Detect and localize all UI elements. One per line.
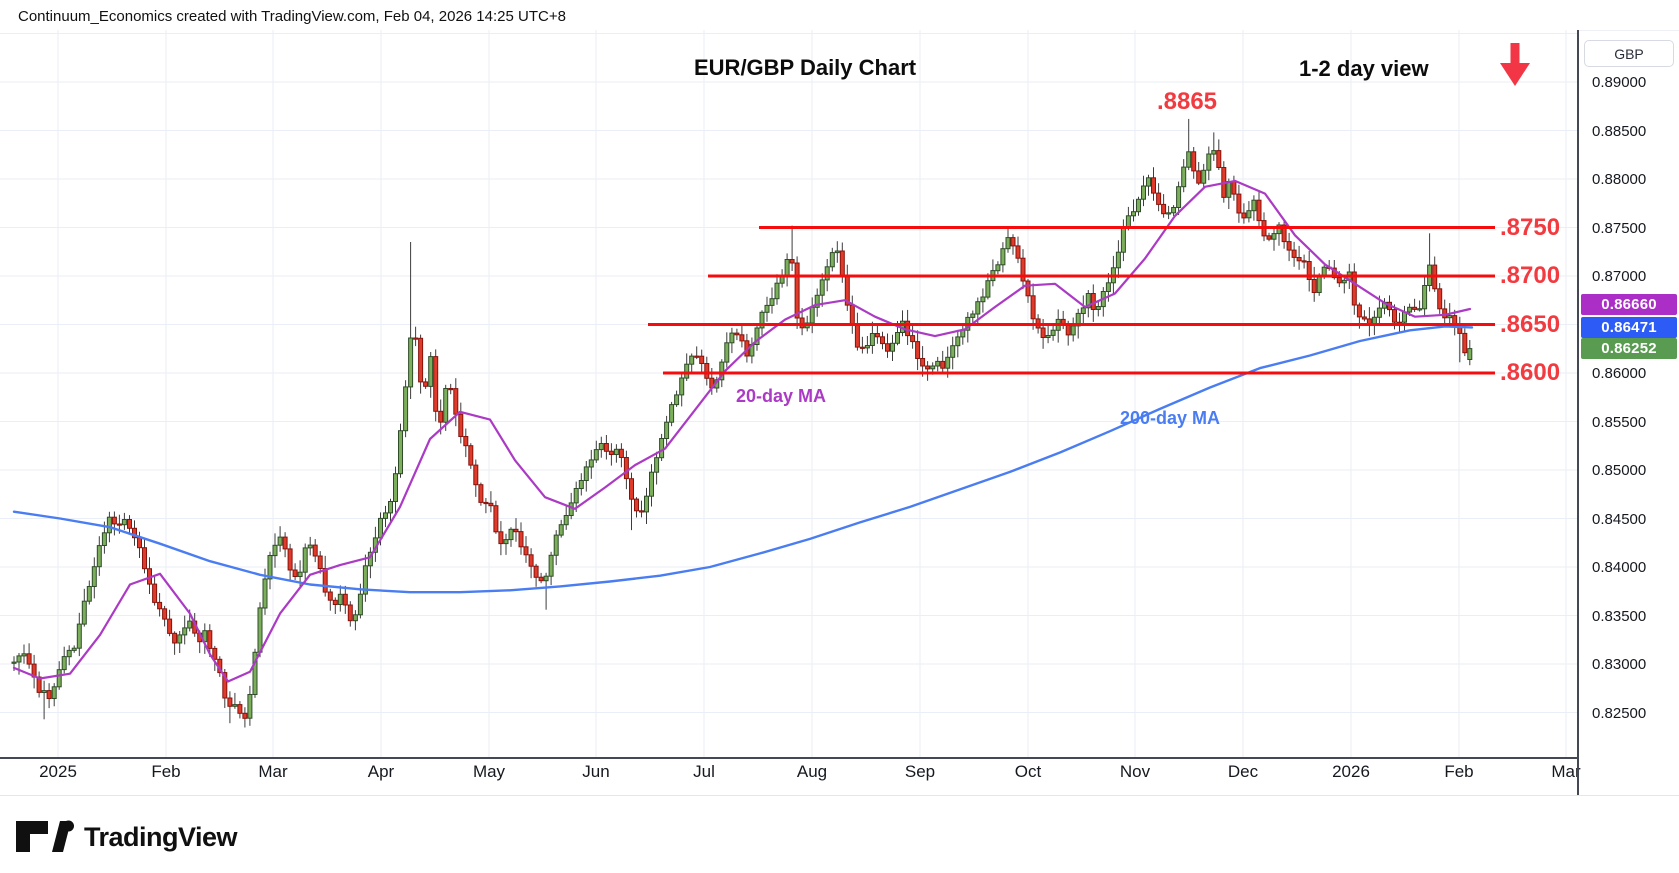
time-axis-label[interactable]: Oct xyxy=(1014,762,1042,781)
chart-bottom-border xyxy=(0,795,1679,796)
view-horizon-note: 1-2 day view xyxy=(1299,56,1429,81)
peak-price-annotation: .8865 xyxy=(1156,88,1218,115)
time-axis-label[interactable]: Nov xyxy=(1119,762,1151,781)
price-axis-label[interactable]: 0.88000 xyxy=(1592,171,1647,188)
chart-title: EUR/GBP Daily Chart xyxy=(694,55,917,80)
ma20-value-badge: 0.86660 xyxy=(1581,294,1677,316)
time-axis-label[interactable]: Feb xyxy=(1444,762,1474,781)
ma200-value-badge: 0.86471 xyxy=(1581,316,1677,338)
price-axis-label[interactable]: 0.85500 xyxy=(1592,413,1647,431)
time-axis-label[interactable]: Dec xyxy=(1227,762,1259,781)
time-axis-label[interactable]: Jul xyxy=(693,762,715,781)
currency-toggle-button[interactable]: GBP xyxy=(1584,40,1674,67)
time-axis-label[interactable]: Aug xyxy=(796,762,828,781)
attribution-text: Continuum_Economics created with Trading… xyxy=(18,8,566,25)
tradingview-logo-icon xyxy=(16,820,74,852)
time-axis-label[interactable]: Apr xyxy=(367,762,395,781)
time-axis-label[interactable]: May xyxy=(472,762,506,781)
price-axis-label[interactable]: 0.83000 xyxy=(1592,656,1647,673)
level-price-label: .8750 xyxy=(1500,213,1561,241)
time-axis-label[interactable]: Feb xyxy=(151,762,181,781)
ma200-label: 200-day MA xyxy=(1120,408,1221,428)
time-axis-label[interactable]: Jun xyxy=(582,762,610,781)
ma20-label: 20-day MA xyxy=(736,386,827,406)
time-axis-line xyxy=(0,757,1578,759)
price-axis-label[interactable]: 0.87000 xyxy=(1592,268,1647,285)
level-price-label: .8700 xyxy=(1500,262,1561,289)
time-axis-label[interactable]: 2026 xyxy=(1332,762,1370,781)
price-chart-canvas[interactable] xyxy=(0,30,1578,757)
time-axis-label[interactable]: Mar xyxy=(258,762,288,781)
time-axis-label[interactable]: Sep xyxy=(904,762,936,781)
price-axis-label[interactable]: 0.84000 xyxy=(1592,559,1647,576)
time-axis-label[interactable]: Mar xyxy=(1551,762,1581,781)
tradingview-logo[interactable]: TradingView xyxy=(16,820,238,854)
price-axis-label[interactable]: 0.86000 xyxy=(1592,365,1647,382)
last-price-badge: 0.86252 xyxy=(1581,338,1677,360)
down-arrow-icon xyxy=(1494,36,1538,92)
price-axis-label[interactable]: 0.83500 xyxy=(1592,607,1647,625)
time-axis-label[interactable]: 2025 xyxy=(39,762,77,781)
level-price-label: .8600 xyxy=(1500,359,1561,386)
candlestick-plot[interactable] xyxy=(0,30,1578,757)
level-price-label: .8650 xyxy=(1500,310,1561,338)
price-axis-label[interactable]: 0.82500 xyxy=(1592,704,1647,722)
price-axis-label[interactable]: 0.85000 xyxy=(1592,462,1647,479)
price-axis-label[interactable]: 0.88500 xyxy=(1592,122,1647,140)
price-axis-label[interactable]: 0.84500 xyxy=(1592,510,1647,528)
tradingview-logo-text: TradingView xyxy=(84,821,238,852)
price-scale-separator xyxy=(1577,30,1579,796)
price-axis-label[interactable]: 0.87500 xyxy=(1592,219,1647,237)
price-axis-label[interactable]: 0.89000 xyxy=(1592,74,1647,91)
